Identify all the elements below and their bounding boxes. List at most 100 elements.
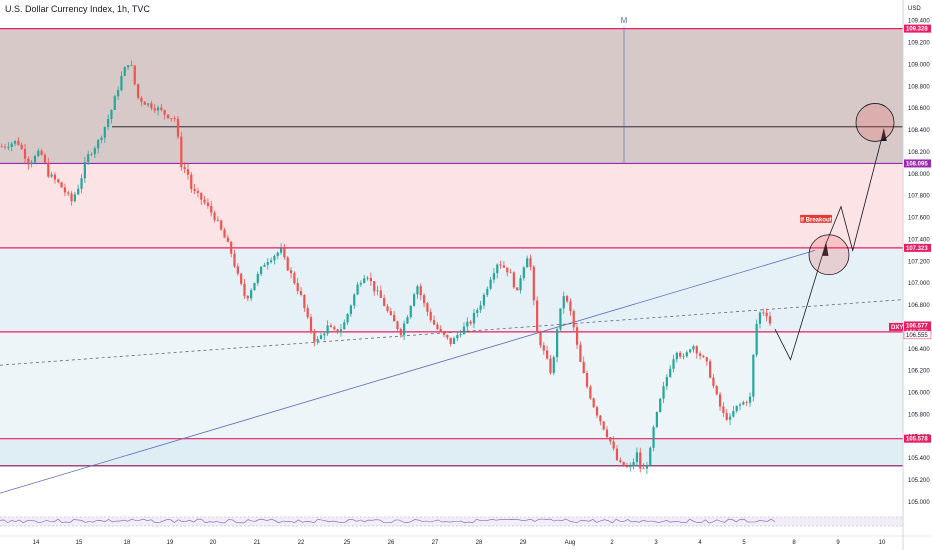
candle-body <box>399 328 402 335</box>
x-tick: 3 <box>654 540 658 546</box>
candle-body <box>47 162 50 177</box>
candle-body <box>422 295 426 304</box>
candle-body <box>559 308 562 330</box>
candle-body <box>269 260 273 263</box>
candle-body <box>220 220 223 230</box>
candle-body <box>359 282 362 285</box>
candle-body <box>240 273 243 284</box>
zone-pink <box>0 163 903 248</box>
candle-body <box>612 441 615 449</box>
y-tick: 108.400 <box>908 128 930 134</box>
candle-body <box>506 267 509 273</box>
candle-body <box>579 344 582 362</box>
candle-body <box>502 265 506 268</box>
candle-body <box>246 295 249 299</box>
y-tick: 107.400 <box>908 237 930 243</box>
candle-body <box>659 398 662 413</box>
target-circle-2 <box>855 103 895 142</box>
x-tick: 20 <box>210 540 217 546</box>
zone-blue-2 <box>0 331 903 439</box>
candle-body <box>722 406 725 414</box>
y-tick: 109.200 <box>908 41 930 47</box>
candle-body <box>552 357 555 374</box>
candle-body <box>575 327 579 345</box>
y-tick: 105.400 <box>908 456 930 462</box>
x-tick: Aug <box>565 540 576 546</box>
candle-body <box>40 150 43 155</box>
candle-body <box>349 305 353 314</box>
candle-body <box>53 174 57 180</box>
candle-body <box>173 118 176 119</box>
candle-body <box>452 338 456 345</box>
candle-body <box>549 358 552 374</box>
candle-body <box>23 148 27 159</box>
candle-body <box>57 179 60 183</box>
candle-body <box>436 324 439 329</box>
candle-body <box>635 452 639 463</box>
candle-body <box>353 294 356 306</box>
candle-body <box>299 290 303 295</box>
candle-body <box>160 107 163 111</box>
candle-body <box>406 317 409 324</box>
candle-body <box>293 273 296 284</box>
candle-body <box>243 283 246 296</box>
candle-body <box>73 194 76 202</box>
level-tag-109.328 <box>904 24 931 33</box>
candle-body <box>373 281 376 292</box>
y-tick: 105.200 <box>908 478 930 484</box>
candle-body <box>718 394 722 407</box>
projection-path <box>774 129 885 361</box>
candle-body <box>489 279 492 289</box>
price-tag-text: 106.577 <box>906 323 928 329</box>
candle-body <box>130 65 133 66</box>
x-tick: 15 <box>76 540 83 546</box>
candle-body <box>13 140 17 144</box>
candle-body <box>223 229 226 238</box>
level-tag-107.323 <box>904 243 931 252</box>
candle-body <box>639 452 642 469</box>
price-tag-secondary <box>903 330 932 340</box>
candle-body <box>482 294 486 306</box>
candle-body <box>43 154 47 163</box>
candle-body <box>306 307 309 318</box>
candle-body <box>738 404 742 406</box>
candle-body <box>180 136 183 168</box>
candle-body <box>183 167 186 170</box>
candle-body <box>589 386 592 399</box>
candle-body <box>260 266 263 274</box>
candle-body <box>216 219 219 221</box>
candle-body <box>296 283 299 291</box>
candle-body <box>230 241 233 254</box>
candle-body <box>113 96 116 110</box>
candle-body <box>649 447 652 466</box>
candle-body <box>80 178 83 189</box>
candle-body <box>682 356 685 358</box>
candle-body <box>336 329 339 333</box>
candle-body <box>196 191 200 193</box>
candle-body <box>166 114 170 119</box>
candle-body <box>619 460 622 462</box>
candle-body <box>692 346 695 350</box>
y-tick: 108.600 <box>908 106 930 112</box>
candles <box>0 60 772 475</box>
candle-body <box>536 300 539 333</box>
candle-body <box>532 266 535 301</box>
candle-body <box>126 65 130 68</box>
x-tick: 18 <box>124 540 131 546</box>
m-marker: M <box>621 16 628 25</box>
price-tag-current <box>904 321 931 330</box>
candle-body <box>100 137 103 141</box>
level-tag-text: 108.095 <box>906 161 928 167</box>
level-tag-text: 105.578 <box>906 437 928 443</box>
candle-body <box>279 248 283 253</box>
candle-body <box>615 448 619 461</box>
candle-body <box>253 282 256 291</box>
candle-body <box>432 320 436 325</box>
rsi-line <box>0 518 776 524</box>
candle-body <box>143 101 146 105</box>
candle-body <box>679 352 682 357</box>
candle-body <box>250 290 253 299</box>
candle-body <box>303 294 306 308</box>
candle-body <box>765 312 768 317</box>
